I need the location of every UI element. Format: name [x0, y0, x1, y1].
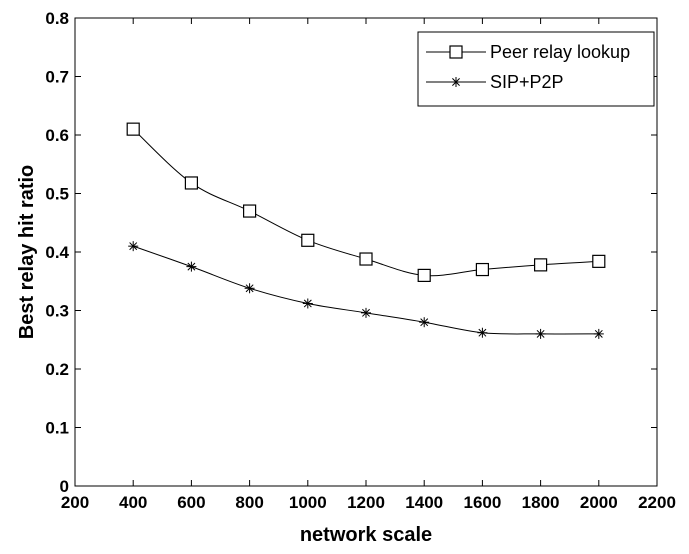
star-marker [593, 328, 604, 339]
star-stroke [420, 318, 429, 327]
y-tick-label: 0.7 [45, 68, 69, 87]
star-stroke [478, 328, 487, 337]
y-tick-label: 0.2 [45, 360, 69, 379]
legend-label: SIP+P2P [490, 72, 564, 92]
x-tick-label: 1600 [463, 493, 501, 512]
square-marker [592, 254, 606, 268]
star-marker [451, 77, 461, 87]
star-marker [477, 327, 488, 338]
star-stroke [594, 329, 603, 338]
legend-box [417, 31, 655, 107]
x-tick-label: 1400 [405, 493, 443, 512]
star-marker [361, 307, 371, 318]
x-tick-label: 800 [235, 493, 263, 512]
star-stroke [187, 262, 196, 271]
square-marker [359, 252, 373, 266]
square-marker [475, 262, 489, 277]
x-axis-label: network scale [300, 524, 432, 546]
star-stroke [129, 242, 138, 251]
x-tick-label: 600 [177, 493, 205, 512]
star-marker [186, 261, 197, 272]
star-marker [128, 241, 139, 252]
square-marker [184, 176, 198, 190]
square-marker [301, 233, 315, 247]
star-stroke [536, 329, 545, 338]
legend-item: SIP+P2P [426, 72, 564, 92]
x-tick-label: 200 [61, 493, 89, 512]
star-marker [419, 317, 430, 328]
series-star [128, 241, 604, 339]
star-stroke [452, 78, 460, 86]
star-marker [302, 298, 313, 309]
square-marker [126, 122, 140, 136]
legend-item: Peer relay lookup [426, 42, 630, 62]
star-marker [244, 283, 255, 294]
square-marker [533, 258, 548, 272]
x-tick-label: 400 [119, 493, 147, 512]
y-tick-label: 0.5 [45, 185, 69, 204]
x-tick-label: 2200 [638, 493, 676, 512]
y-axis: 0 0.1 0.2 0.3 0.4 0.5 0.6 0.7 0.8 [45, 9, 657, 496]
x-tick-label: 1200 [347, 493, 385, 512]
series-square [126, 122, 606, 282]
legend: Peer relay lookup SIP+P2P [417, 31, 655, 107]
series-layer [126, 122, 606, 339]
star-marker [535, 328, 546, 339]
y-tick-label: 0.8 [45, 9, 69, 28]
y-tick-label: 0.6 [45, 126, 69, 145]
star-stroke [303, 299, 312, 308]
square-marker [449, 45, 463, 59]
square-marker [417, 268, 431, 282]
star-stroke [245, 284, 254, 293]
x-tick-label: 1800 [522, 493, 560, 512]
x-axis: 200 400 600 800 1000 1200 1400 1600 1800 2000 2200 [61, 18, 676, 512]
y-tick-label: 0.1 [45, 419, 69, 438]
x-tick-label: 2000 [580, 493, 618, 512]
y-axis-label: Best relay hit ratio [16, 165, 38, 340]
square-marker [243, 204, 257, 218]
x-tick-label: 1000 [289, 493, 327, 512]
y-tick-label: 0.3 [45, 302, 69, 321]
y-tick-label: 0.4 [45, 243, 69, 262]
y-tick-label: 0 [60, 477, 69, 496]
star-stroke [362, 308, 370, 317]
legend-label: Peer relay lookup [490, 42, 630, 62]
